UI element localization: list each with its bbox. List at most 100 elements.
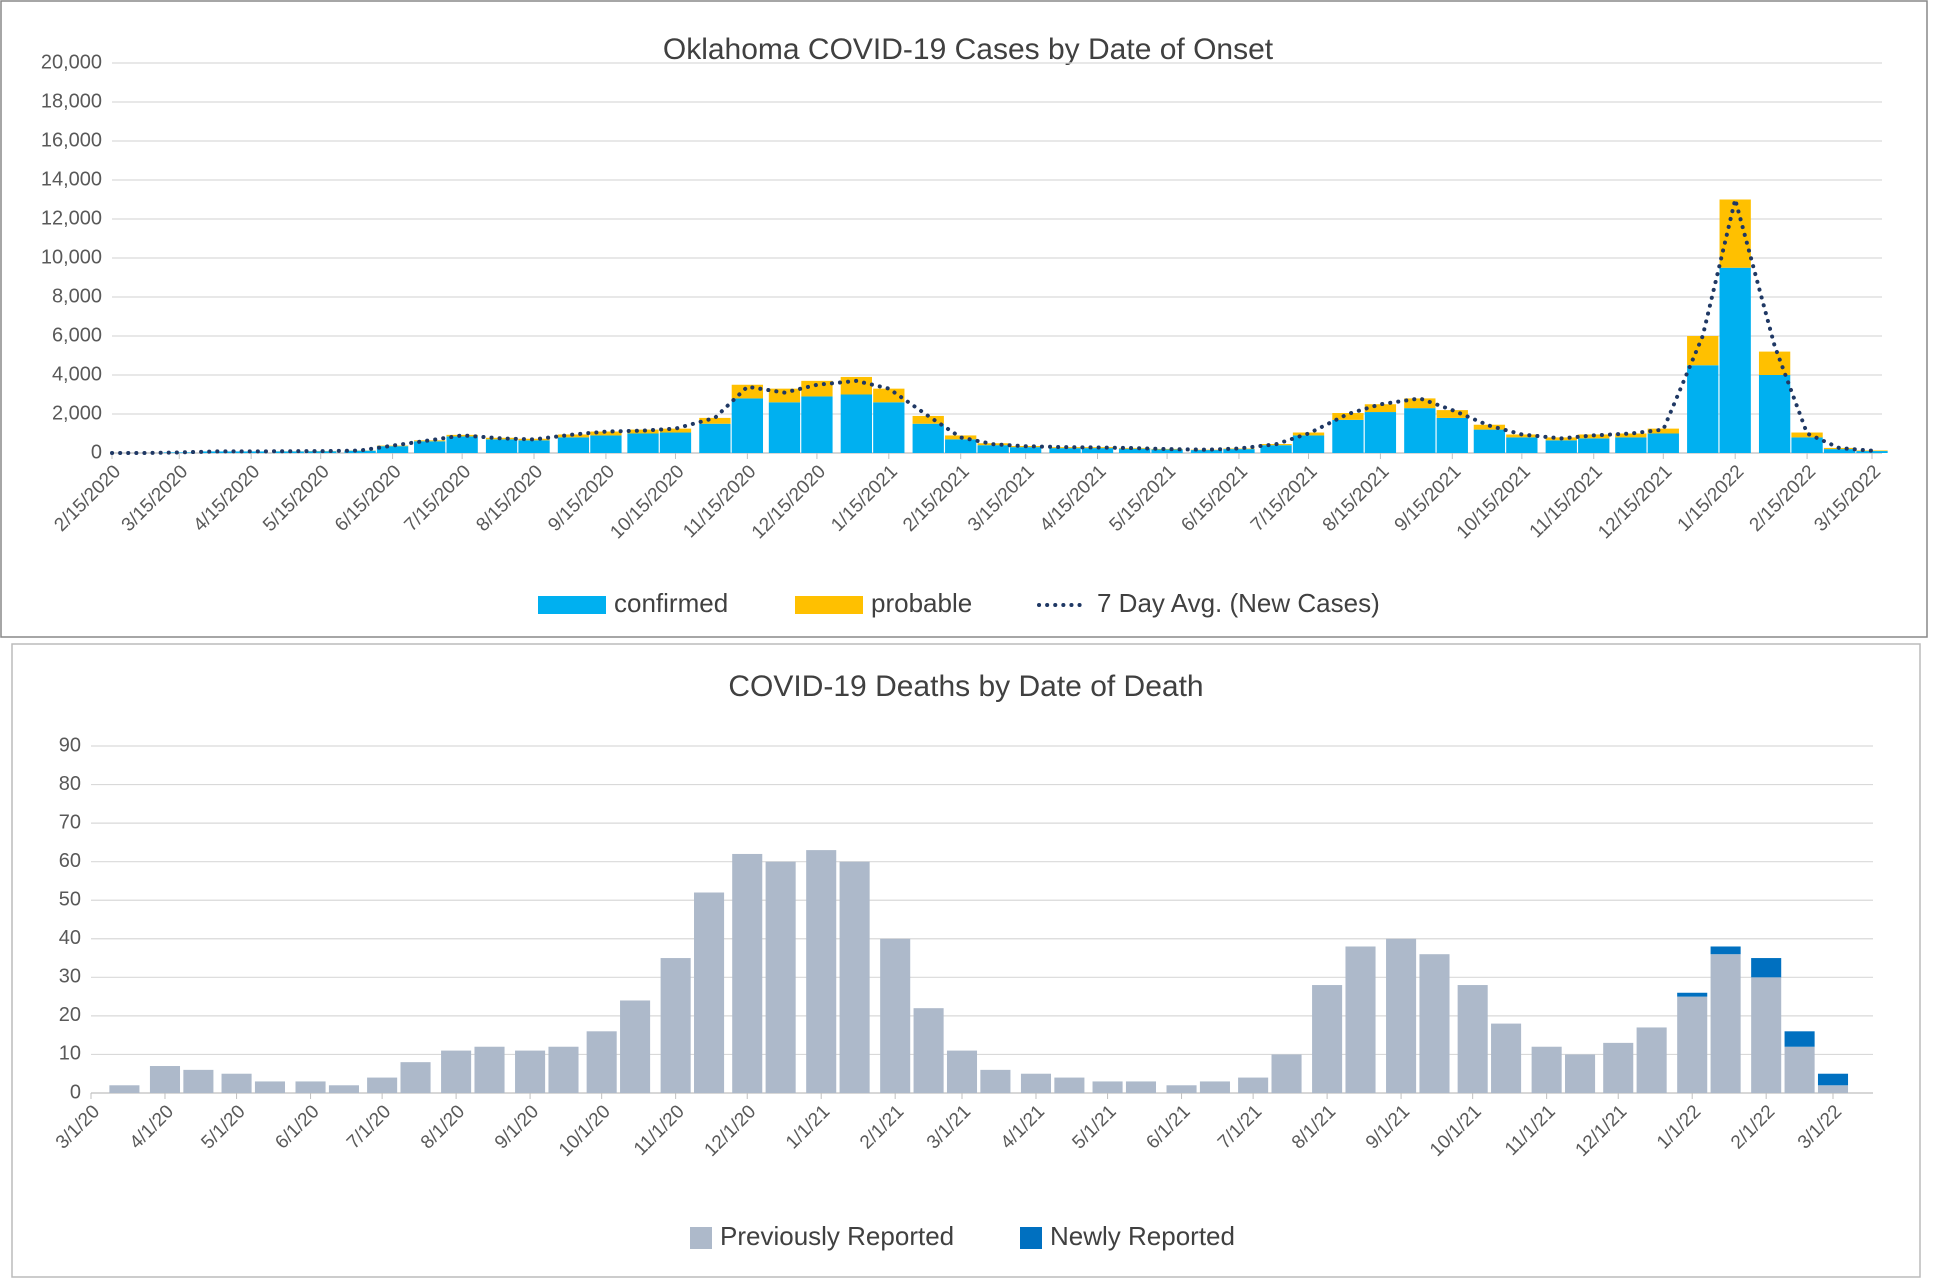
bar [699, 424, 730, 453]
y-tick-label: 40 [59, 927, 81, 949]
bar [1345, 946, 1375, 1093]
y-tick-label: 20 [59, 1004, 81, 1026]
y-tick-label: 20,000 [41, 51, 102, 73]
bar [801, 381, 832, 397]
y-tick-label: 0 [91, 441, 102, 463]
bar [518, 440, 549, 453]
y-tick-label: 18,000 [41, 90, 102, 112]
bar [694, 893, 724, 1093]
bar [367, 1078, 397, 1093]
bar [732, 385, 763, 399]
legend-swatch [538, 596, 606, 614]
bar [1546, 440, 1577, 453]
bar [699, 418, 730, 424]
bar [1720, 268, 1751, 453]
bar [620, 1000, 650, 1093]
bar [1332, 420, 1363, 453]
bar [1759, 352, 1790, 375]
bar [840, 862, 870, 1093]
legend-label: Newly Reported [1050, 1221, 1235, 1251]
bar [1491, 1024, 1521, 1093]
bar [1532, 1047, 1562, 1093]
bar [296, 1081, 326, 1093]
bar [913, 424, 944, 453]
bar [344, 451, 375, 453]
bar [1054, 1078, 1084, 1093]
bar [873, 402, 904, 453]
bar [980, 1070, 1010, 1093]
bar [109, 1085, 139, 1093]
y-tick-label: 2,000 [52, 402, 102, 424]
bar [150, 1066, 180, 1093]
bar [1049, 448, 1080, 453]
y-tick-label: 8,000 [52, 285, 102, 307]
bar [732, 398, 763, 453]
y-tick-label: 14,000 [41, 168, 102, 190]
bar [801, 396, 832, 453]
y-tick-label: 10 [59, 1043, 81, 1065]
bar [1312, 985, 1342, 1093]
y-tick-label: 10,000 [41, 246, 102, 268]
bar [880, 939, 910, 1093]
y-tick-label: 0 [70, 1081, 81, 1103]
bar [486, 439, 517, 453]
legend-label: confirmed [614, 588, 728, 618]
legend-label: probable [871, 588, 972, 618]
y-tick-label: 80 [59, 773, 81, 795]
bar [590, 435, 621, 453]
bar [1759, 375, 1790, 453]
bar [1260, 445, 1291, 453]
bar [1506, 437, 1537, 453]
y-tick-label: 30 [59, 966, 81, 988]
bar [1818, 1085, 1848, 1093]
bar [1818, 1074, 1848, 1086]
bar [1603, 1043, 1633, 1093]
chart-frame [12, 644, 1920, 1277]
bar [558, 437, 589, 453]
bar [660, 433, 691, 453]
bar [1785, 1031, 1815, 1046]
y-tick-label: 16,000 [41, 129, 102, 151]
bar [441, 1051, 471, 1093]
bar [1578, 438, 1609, 453]
bar [1238, 1078, 1268, 1093]
bar [1824, 449, 1855, 453]
legend-label: Previously Reported [720, 1221, 954, 1251]
bar [222, 1074, 252, 1093]
bar [1648, 434, 1679, 454]
bar [1791, 437, 1822, 453]
chart-title: Oklahoma COVID-19 Cases by Date of Onset [663, 33, 1274, 66]
y-tick-label: 50 [59, 889, 81, 911]
bar [1751, 958, 1781, 977]
bar [1126, 1081, 1156, 1093]
bar [1711, 954, 1741, 1093]
bar [1687, 365, 1718, 453]
bar [1458, 985, 1488, 1093]
bar [1200, 1081, 1230, 1093]
bar [1386, 939, 1416, 1093]
bar [769, 402, 800, 453]
bar [1711, 946, 1741, 954]
y-tick-label: 90 [59, 734, 81, 756]
y-tick-label: 70 [59, 811, 81, 833]
bar [183, 1070, 213, 1093]
bar [1677, 997, 1707, 1093]
bar [1474, 430, 1505, 453]
bar [329, 1085, 359, 1093]
bar [945, 439, 976, 453]
y-tick-label: 12,000 [41, 207, 102, 229]
bar [914, 1008, 944, 1093]
bar [1615, 437, 1646, 453]
bar [873, 389, 904, 403]
bar [474, 1047, 504, 1093]
y-tick-label: 6,000 [52, 324, 102, 346]
y-tick-label: 4,000 [52, 363, 102, 385]
bar [1293, 435, 1324, 453]
legend-swatch [795, 596, 863, 614]
bar [1093, 1081, 1123, 1093]
bar [978, 445, 1009, 453]
bar [587, 1031, 617, 1093]
bar [1437, 418, 1468, 453]
bar [1751, 977, 1781, 1093]
